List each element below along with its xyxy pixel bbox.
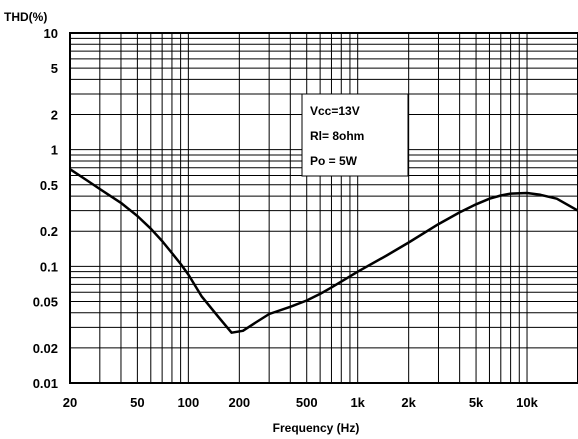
x-tick-label: 20 <box>63 395 77 410</box>
x-tick-label: 2k <box>401 395 416 410</box>
y-tick-label: 2 <box>51 108 58 123</box>
grid <box>69 32 578 384</box>
x-tick-label: 500 <box>296 395 318 410</box>
y-tick-label: 1 <box>51 143 58 158</box>
y-tick-label: 0.2 <box>40 224 58 239</box>
x-axis-title: Frequency (Hz) <box>273 421 360 435</box>
x-tick-labels: 20 50 100 200 500 1k 2k 5k 10k <box>63 395 539 410</box>
y-tick-label: 10 <box>44 26 58 41</box>
thd-curve <box>69 168 578 334</box>
x-tick-label: 200 <box>228 395 250 410</box>
x-tick-label: 5k <box>469 395 484 410</box>
legend-line-vcc: Vcc=13V <box>310 104 360 118</box>
x-tick-label: 50 <box>130 395 144 410</box>
y-tick-label: 0.5 <box>40 178 58 193</box>
y-axis-title: THD(%) <box>4 10 47 24</box>
y-tick-label: 5 <box>51 61 58 76</box>
legend-frame <box>301 93 409 177</box>
y-tick-label: 0.1 <box>40 259 58 274</box>
y-tick-labels: 10 5 2 1 0.5 0.2 0.1 0.05 0.02 0.01 <box>33 26 58 391</box>
x-tick-label: 100 <box>178 395 200 410</box>
y-tick-label: 0.02 <box>33 341 58 356</box>
legend-line-rl: Rl= 8ohm <box>310 129 364 143</box>
x-tick-label: 10k <box>516 395 538 410</box>
x-tick-label: 1k <box>350 395 365 410</box>
legend-line-po: Po = 5W <box>310 154 358 168</box>
y-tick-label: 0.01 <box>33 376 58 391</box>
legend-box: Vcc=13V Rl= 8ohm Po = 5W <box>301 93 409 177</box>
plot-frame <box>69 32 578 384</box>
series-layer <box>69 168 578 334</box>
y-tick-label: 0.05 <box>33 294 58 309</box>
